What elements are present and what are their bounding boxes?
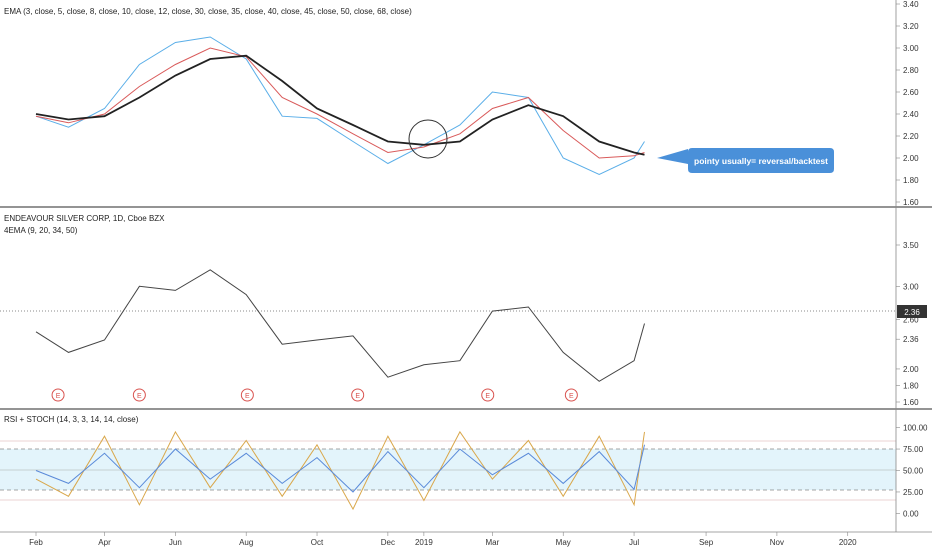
x-tick-label: Apr xyxy=(98,538,111,547)
bottom-y-tick-label: 25.00 xyxy=(903,488,924,497)
x-tick-label: Mar xyxy=(485,538,499,547)
top-y-tick-label: 3.40 xyxy=(903,0,919,9)
bottom-y-tick-label: 50.00 xyxy=(903,467,924,476)
top-y-tick-label: 2.20 xyxy=(903,132,919,141)
earnings-marker-label: E xyxy=(485,393,490,400)
symbol-title[interactable]: ENDEAVOUR SILVER CORP, 1D, Cboe BZX xyxy=(4,214,165,223)
x-tick-label: Nov xyxy=(770,538,784,547)
middle-y-tick-label: 3.50 xyxy=(903,241,919,250)
x-tick-label: May xyxy=(556,538,571,547)
earnings-marker-label: E xyxy=(245,393,250,400)
bottom-y-tick-label: 75.00 xyxy=(903,445,924,454)
x-tick-label: Oct xyxy=(311,538,324,547)
x-tick-label: 2020 xyxy=(839,538,857,547)
x-tick-label: Aug xyxy=(239,538,253,547)
annotation-circle[interactable] xyxy=(408,119,448,159)
middle-y-tick-label: 3.00 xyxy=(903,282,919,291)
callout-shape xyxy=(657,148,834,173)
rsi-stoch-lines xyxy=(35,430,645,511)
middle-y-tick-label: 2.36 xyxy=(903,335,919,344)
price-label: 2.36 xyxy=(904,308,920,317)
rsi-band xyxy=(0,449,896,490)
x-tick-label: Dec xyxy=(381,538,395,547)
bottom-y-tick-label: 100.00 xyxy=(903,424,928,433)
middle-y-tick-label: 1.60 xyxy=(903,398,919,407)
x-tick-label: 2019 xyxy=(415,538,433,547)
x-tick-label: Jun xyxy=(169,538,182,547)
time-axis-ticks: Feb Apr Jun Aug Oct Dec 2019 Mar May Jul Sep Nov 202… xyxy=(29,532,857,547)
middle-y-tick-label: 1.80 xyxy=(903,381,919,390)
top-series-1 xyxy=(35,47,645,159)
top-series-0 xyxy=(35,36,645,176)
top-y-tick-label: 1.60 xyxy=(903,198,919,207)
bottom-series-0 xyxy=(35,430,645,511)
x-tick-label: Sep xyxy=(699,538,714,547)
earnings-marker-label: E xyxy=(569,393,574,400)
x-tick-label: Jul xyxy=(629,538,639,547)
x-tick-label: Feb xyxy=(29,538,43,547)
callout-bubble[interactable]: pointy usually= reversal/backtest xyxy=(657,148,834,173)
rsi-title[interactable]: RSI + STOCH (14, 3, 3, 14, 14, close) xyxy=(4,415,139,424)
earnings-marker-circle xyxy=(481,388,495,402)
earnings-marker-circle xyxy=(351,388,365,402)
middle-y-tick-label: 2.60 xyxy=(903,315,919,324)
top-y-tick-label: 1.80 xyxy=(903,176,919,185)
price-axis-ticks: 3.40 3.20 3.00 2.80 2.60 2.40 2.20 2.00 1.80 1.60… xyxy=(896,0,928,518)
price-label-box xyxy=(897,305,927,318)
bottom-series-1 xyxy=(35,444,645,493)
earnings-marker-circle xyxy=(240,388,254,402)
earnings-marker-label: E xyxy=(137,393,142,400)
bottom-y-tick-label: 0.00 xyxy=(903,509,919,518)
ema-title[interactable]: EMA (3, close, 5, close, 8, close, 10, c… xyxy=(4,7,412,16)
top-y-tick-label: 2.60 xyxy=(903,88,919,97)
top-series-2 xyxy=(35,54,645,156)
top-y-tick-label: 2.80 xyxy=(903,66,919,75)
earnings-marker-circle xyxy=(564,388,578,402)
middle-series-0 xyxy=(35,269,645,382)
top-y-tick-label: 3.00 xyxy=(903,44,919,53)
fourema-title[interactable]: 4EMA (9, 20, 34, 50) xyxy=(4,226,78,235)
top-y-tick-label: 3.20 xyxy=(903,22,919,31)
earnings-marker-label: E xyxy=(355,393,360,400)
top-y-tick-label: 2.40 xyxy=(903,110,919,119)
earnings-marker-circle xyxy=(132,388,146,402)
earnings-marker-label: E xyxy=(56,393,61,400)
callout-text: pointy usually= reversal/backtest xyxy=(694,156,828,166)
price-ema-lines xyxy=(35,269,645,382)
earnings-marker-circle xyxy=(51,388,65,402)
top-y-tick-label: 2.00 xyxy=(903,154,919,163)
ema-ribbon-lines xyxy=(35,36,645,176)
middle-y-tick-label: 2.00 xyxy=(903,365,919,374)
